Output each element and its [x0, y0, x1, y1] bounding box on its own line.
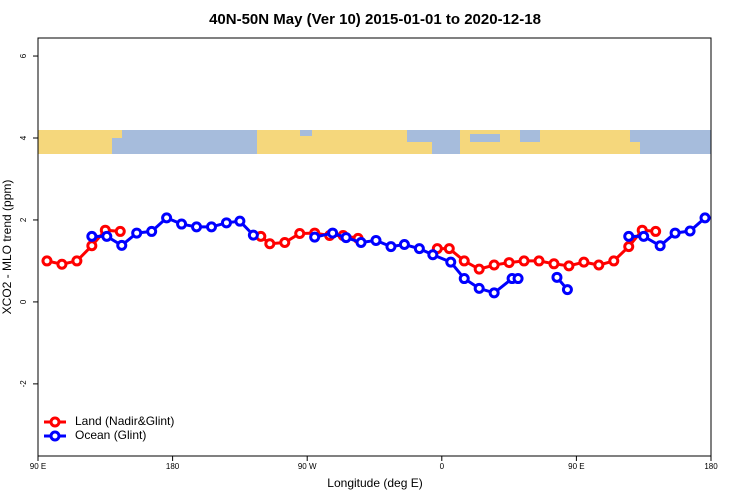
legend-marker [49, 430, 61, 442]
x-tick-label: 0 [440, 462, 445, 471]
chart-title: 40N-50N May (Ver 10) 2015-01-01 to 2020-… [209, 11, 541, 28]
point [608, 255, 620, 267]
point [473, 263, 485, 275]
point [101, 230, 113, 242]
point [247, 229, 259, 241]
point [473, 282, 485, 294]
point [370, 234, 382, 246]
y-axis-label: XCO2 - MLO trend (ppm) [0, 180, 14, 315]
legend-marker [49, 416, 61, 428]
point [578, 256, 590, 268]
point [488, 287, 500, 299]
point [669, 227, 681, 239]
point [264, 238, 276, 250]
x-tick-label: 90 W [298, 462, 317, 471]
legend-label: Ocean (Glint) [75, 428, 146, 442]
point [561, 284, 573, 296]
map-strip [38, 130, 711, 154]
point [309, 231, 321, 243]
x-tick-label: 90 E [568, 462, 584, 471]
point [533, 255, 545, 267]
y-tick-label: 2 [19, 217, 28, 222]
point [327, 227, 339, 239]
point [593, 259, 605, 271]
point [56, 258, 68, 270]
point [86, 230, 98, 242]
point [41, 255, 53, 267]
point [385, 241, 397, 253]
point [176, 218, 188, 230]
point [86, 240, 98, 252]
x-axis-label: Longitude (deg E) [327, 476, 422, 490]
point [116, 239, 128, 251]
point [654, 240, 666, 252]
x-tick-label: 180 [704, 462, 718, 471]
point [161, 212, 173, 224]
point [340, 232, 352, 244]
point [294, 227, 306, 239]
legend: Land (Nadir&Glint)Ocean (Glint) [44, 414, 174, 442]
point [551, 271, 563, 283]
y-tick-label: 4 [19, 135, 28, 140]
point [623, 230, 635, 242]
point [191, 221, 203, 233]
point [518, 255, 530, 267]
point [114, 225, 126, 237]
legend-label: Land (Nadir&Glint) [75, 414, 174, 428]
point [427, 249, 439, 261]
point [458, 255, 470, 267]
point [548, 258, 560, 270]
point [445, 256, 457, 268]
point [355, 236, 367, 248]
point [398, 239, 410, 251]
point [279, 236, 291, 248]
point [131, 227, 143, 239]
point [563, 260, 575, 272]
point [413, 243, 425, 255]
point [234, 215, 246, 227]
point [443, 243, 455, 255]
series-line [91, 216, 707, 295]
point [512, 273, 524, 285]
point [146, 225, 158, 237]
point [488, 259, 500, 271]
x-tick-label: 90 E [30, 462, 46, 471]
point [205, 221, 217, 233]
y-tick-label: 6 [19, 53, 28, 58]
x-tick-label: 180 [166, 462, 180, 471]
point [623, 241, 635, 253]
point [638, 230, 650, 242]
point [650, 225, 662, 237]
plot-frame [37, 37, 712, 457]
point [699, 212, 711, 224]
point [684, 225, 696, 237]
point [220, 217, 232, 229]
point [503, 257, 515, 269]
y-tick-label: -2 [19, 380, 28, 388]
point [458, 273, 470, 285]
y-tick-label: 0 [19, 299, 28, 304]
point [71, 255, 83, 267]
